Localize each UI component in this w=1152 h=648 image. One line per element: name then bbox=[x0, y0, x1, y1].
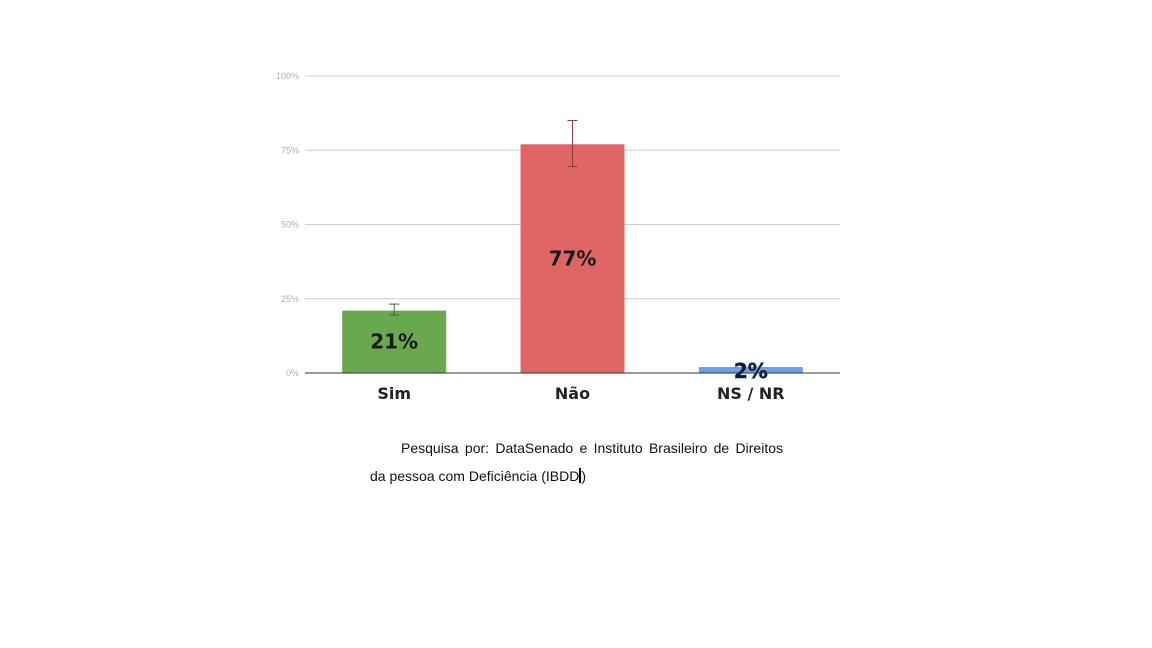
text-cursor bbox=[579, 468, 582, 483]
y-axis-ticks: 0% 25% 50% 75% 100% bbox=[276, 71, 299, 378]
x-category-label: Sim bbox=[377, 384, 411, 403]
x-category-label: Não bbox=[555, 384, 590, 403]
data-label: 77% bbox=[549, 247, 597, 271]
error-bars bbox=[389, 120, 578, 316]
data-label: 2% bbox=[734, 359, 768, 383]
y-tick-label: 0% bbox=[286, 368, 299, 378]
data-labels: 21% 77% 2% bbox=[370, 247, 768, 384]
y-tick-label: 25% bbox=[281, 294, 299, 304]
data-label: 21% bbox=[370, 330, 418, 354]
bar bbox=[520, 144, 625, 373]
caption-text: Pesquisa por: DataSenado e Instituto Bra… bbox=[370, 440, 783, 484]
bar bbox=[342, 310, 447, 373]
x-category-label: NS / NR bbox=[717, 384, 785, 403]
y-tick-label: 50% bbox=[281, 220, 299, 230]
bars bbox=[342, 144, 803, 373]
bar bbox=[698, 367, 803, 373]
y-tick-label: 100% bbox=[276, 71, 299, 81]
y-tick-label: 75% bbox=[281, 145, 299, 155]
source-caption[interactable]: Pesquisa por: DataSenado e Instituto Bra… bbox=[370, 440, 783, 484]
x-axis-categories: Sim Não NS / NR bbox=[377, 384, 784, 403]
